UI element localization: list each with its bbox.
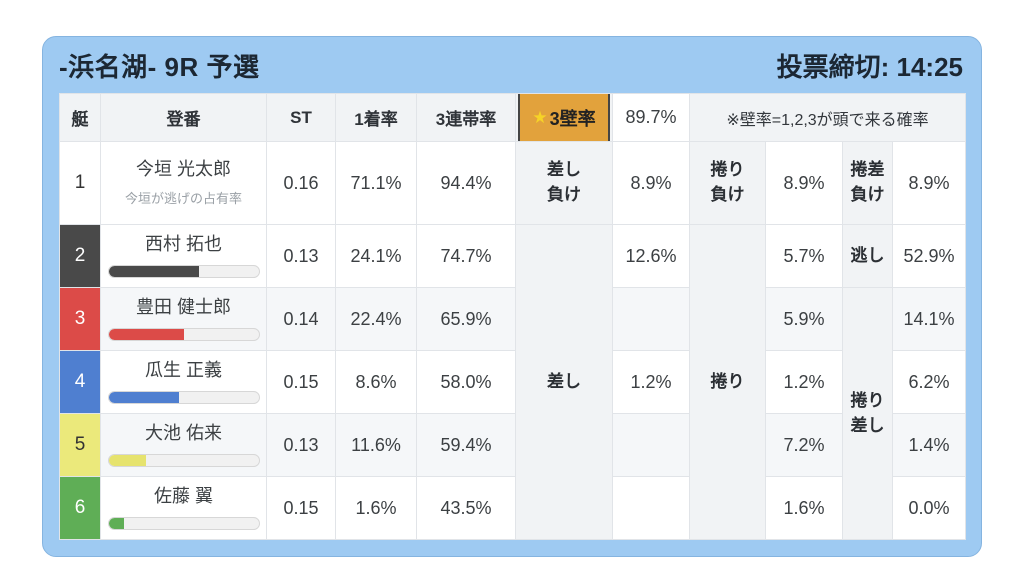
- share-bar: [107, 264, 260, 278]
- makuri-value: 7.2%: [765, 413, 843, 477]
- racer-name: 大池 佑来: [144, 423, 222, 444]
- makurizashi-value: 1.4%: [891, 413, 967, 477]
- share-bar-fill: [108, 328, 184, 340]
- boat-number-cell: 6: [59, 476, 101, 540]
- share-bar-fill: [108, 265, 199, 277]
- win1-cell: 1.6%: [335, 476, 417, 540]
- makuri-value: 1.6%: [765, 476, 843, 540]
- top3-cell: 59.4%: [416, 413, 516, 477]
- col-header-regnum: 登番: [100, 93, 267, 142]
- makurizashi-value: 0.0%: [891, 476, 967, 540]
- makurizashi-lose-label: 捲差 負け: [842, 141, 893, 225]
- st-cell: 0.16: [266, 141, 336, 225]
- makuri-lose-label: 捲り 負け: [689, 141, 766, 225]
- top3-cell: 74.7%: [416, 224, 516, 288]
- sashi-value: 1.2%: [612, 350, 690, 414]
- sashi-group-label: 差し: [515, 224, 613, 540]
- share-bar: [107, 390, 260, 404]
- wall-rate-value: 89.7%: [612, 93, 690, 142]
- sashi-value: 12.6%: [612, 224, 690, 288]
- win1-cell: 11.6%: [335, 413, 417, 477]
- table-row: 1 今垣 光太郎 今垣が逃げの占有率 0.16 71.1% 94.4% 差し 負…: [59, 141, 967, 225]
- col-header-top3: 3連帯率: [416, 93, 516, 142]
- top3-cell: 43.5%: [416, 476, 516, 540]
- racer-name: 佐藤 翼: [153, 486, 213, 507]
- table-header-row: 艇 登番 ST 1着率 3連帯率 ★ 3壁率 89.7% ※壁率=1,2,3が頭…: [59, 93, 967, 142]
- racer-name: 西村 拓也: [144, 234, 222, 255]
- share-bar-fill: [108, 454, 146, 466]
- share-bar-fill: [108, 517, 124, 529]
- win1-cell: 8.6%: [335, 350, 417, 414]
- racer-subtitle: 今垣が逃げの占有率: [124, 191, 242, 207]
- top3-cell: 65.9%: [416, 287, 516, 351]
- share-bar: [107, 516, 260, 530]
- sashi-lose-label: 差し 負け: [515, 141, 613, 225]
- st-cell: 0.15: [266, 350, 336, 414]
- racer-name: 今垣 光太郎: [135, 158, 231, 179]
- boat-number-cell: 5: [59, 413, 101, 477]
- st-cell: 0.13: [266, 224, 336, 288]
- share-bar: [107, 453, 260, 467]
- table-row: 4 瓜生 正義 0.15 8.6% 58.0% 1.2% 1.2% 6.2%: [59, 350, 967, 414]
- wall-rate-badge[interactable]: ★ 3壁率: [518, 94, 610, 141]
- racer-cell: 大池 佑来: [100, 413, 267, 477]
- wall-rate-badge-label: 3壁率: [549, 108, 596, 129]
- table-row: 2 西村 拓也 0.13 24.1% 74.7% 差し 12.6% 捲り 5.7…: [59, 224, 967, 540]
- sashi-value: [612, 476, 690, 540]
- win1-cell: 71.1%: [335, 141, 417, 225]
- makuri-lose-value: 8.9%: [765, 141, 843, 225]
- share-bar-fill: [108, 391, 179, 403]
- makurizashi-lose-value: 8.9%: [891, 141, 967, 225]
- st-cell: 0.15: [266, 476, 336, 540]
- top3-cell: 94.4%: [416, 141, 516, 225]
- col-header-wall-rate: ★ 3壁率: [515, 93, 613, 142]
- col-header-st: ST: [266, 93, 336, 142]
- col-header-win1: 1着率: [335, 93, 417, 142]
- st-cell: 0.13: [266, 413, 336, 477]
- race-title: -浜名湖- 9R 予選: [59, 51, 260, 82]
- makurizashi-group-label: 捲り 差し: [842, 287, 893, 540]
- share-bar: [107, 327, 260, 341]
- makuri-value: 1.2%: [765, 350, 843, 414]
- card-header: -浜名湖- 9R 予選 投票締切: 14:25: [43, 37, 981, 93]
- sashi-lose-value: 8.9%: [612, 141, 690, 225]
- col-header-boat: 艇: [59, 93, 101, 142]
- race-card: -浜名湖- 9R 予選 投票締切: 14:25 艇 登番 ST 1着率 3連帯率…: [42, 36, 982, 557]
- sashi-value: [612, 287, 690, 351]
- star-icon: ★: [532, 107, 548, 127]
- racer-cell: 佐藤 翼: [100, 476, 267, 540]
- win1-cell: 22.4%: [335, 287, 417, 351]
- makurizashi-value: 6.2%: [891, 350, 967, 414]
- wall-rate-note: ※壁率=1,2,3が頭で来る確率: [688, 93, 967, 142]
- racer-cell: 瓜生 正義: [100, 350, 267, 414]
- table-row: 3 豊田 健士郎 0.14 22.4% 65.9% 5.9% 捲り 差し 14.…: [59, 287, 967, 540]
- top3-cell: 58.0%: [416, 350, 516, 414]
- table-row: 6 佐藤 翼 0.15 1.6% 43.5% 1.6% 0.0%: [59, 476, 967, 540]
- win1-cell: 24.1%: [335, 224, 417, 288]
- makuri-value: 5.7%: [765, 224, 843, 288]
- racer-cell: 今垣 光太郎 今垣が逃げの占有率: [100, 141, 267, 225]
- boat-number-cell: 1: [59, 141, 101, 225]
- racer-name: 瓜生 正義: [144, 360, 222, 381]
- boat-number-cell: 4: [59, 350, 101, 414]
- racer-cell: 西村 拓也: [100, 224, 267, 288]
- racer-name: 豊田 健士郎: [135, 297, 231, 318]
- makuri-group-label: 捲り: [689, 224, 766, 540]
- boat-number-cell: 3: [59, 287, 101, 351]
- nogashi-label: 逃し: [842, 224, 893, 288]
- vote-deadline: 投票締切: 14:25: [776, 51, 963, 82]
- nogashi-value: 52.9%: [891, 224, 967, 288]
- st-cell: 0.14: [266, 287, 336, 351]
- boat-number-cell: 2: [59, 224, 101, 288]
- sashi-value: [612, 413, 690, 477]
- makuri-value: 5.9%: [765, 287, 843, 351]
- table-row: 5 大池 佑来 0.13 11.6% 59.4% 7.2% 1.4%: [59, 413, 967, 477]
- makurizashi-value: 14.1%: [891, 287, 967, 351]
- race-table: 艇 登番 ST 1着率 3連帯率 ★ 3壁率 89.7% ※壁率=1,2,3が頭…: [59, 93, 967, 540]
- racer-cell: 豊田 健士郎: [100, 287, 267, 351]
